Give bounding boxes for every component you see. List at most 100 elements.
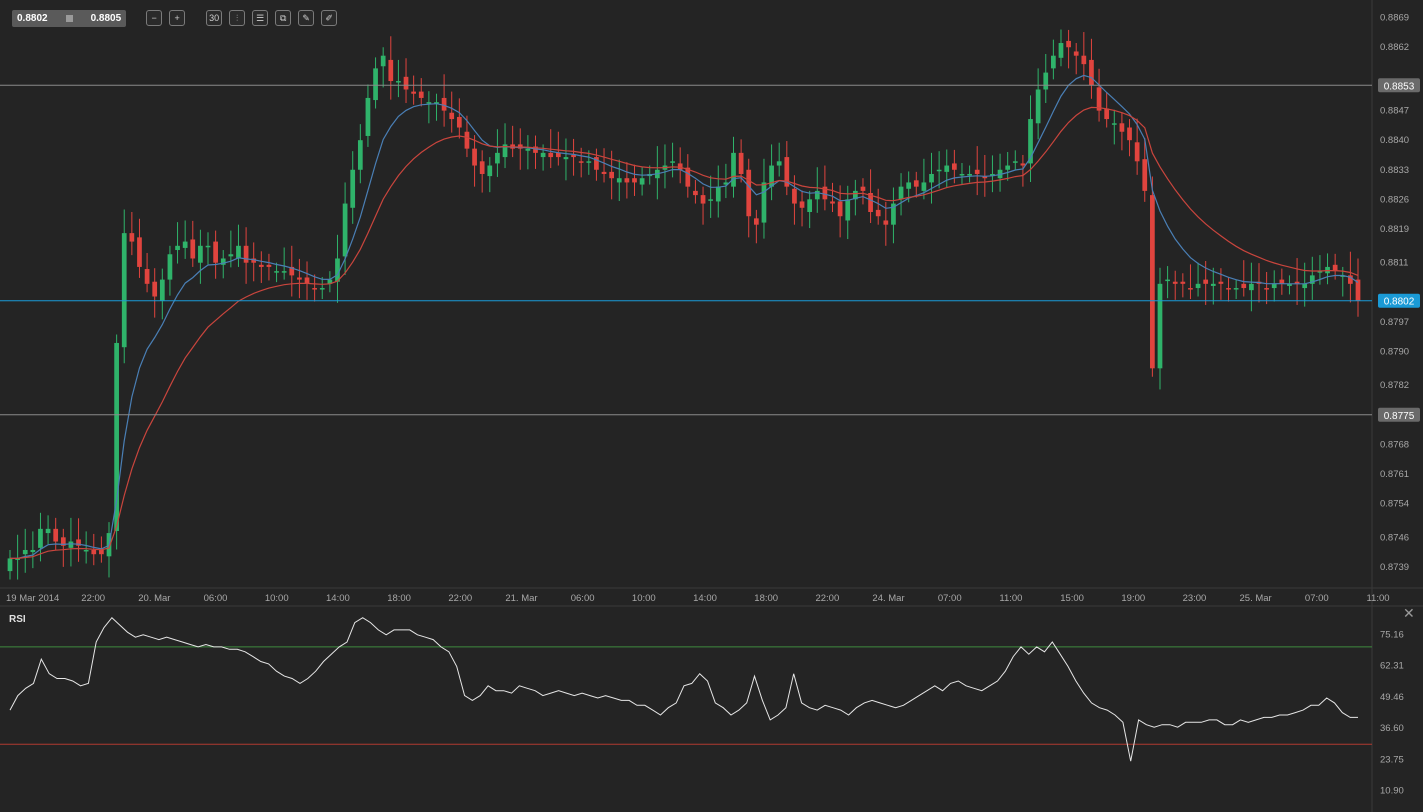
x-tick-label: 22:00 bbox=[448, 593, 472, 604]
candle-body bbox=[1332, 264, 1338, 272]
candle-body bbox=[91, 549, 97, 555]
candle-body bbox=[1035, 89, 1041, 124]
x-tick-label: 11:00 bbox=[1366, 593, 1389, 604]
candle-body bbox=[76, 539, 81, 546]
candle-body bbox=[502, 144, 508, 158]
zoom-in-icon[interactable]: + bbox=[169, 10, 186, 26]
candle-body bbox=[693, 190, 698, 196]
candle-body bbox=[944, 165, 950, 172]
candle-body bbox=[449, 112, 455, 120]
candle-body bbox=[1096, 87, 1102, 111]
x-tick-label: 19 Mar 2014 bbox=[6, 593, 59, 604]
candle-body bbox=[1172, 281, 1178, 284]
ask-price: 0.8805 bbox=[90, 12, 122, 24]
candle-body bbox=[121, 233, 127, 348]
candle-body bbox=[616, 178, 622, 183]
candle-body bbox=[1294, 281, 1300, 284]
candle-body bbox=[1348, 275, 1353, 284]
y-tick-label: 0.8754 bbox=[1380, 499, 1409, 510]
candle-body bbox=[814, 190, 820, 200]
candle-body bbox=[677, 163, 683, 170]
draw-icon[interactable]: ✐ bbox=[321, 10, 338, 26]
candle-body bbox=[335, 258, 340, 282]
candle-body bbox=[967, 173, 972, 176]
y-tick-label: 0.8826 bbox=[1380, 194, 1409, 205]
candle-body bbox=[1157, 283, 1163, 369]
candle-body bbox=[632, 178, 637, 183]
y-tick-label: 0.8746 bbox=[1380, 532, 1409, 543]
rsi-line bbox=[9, 616, 1358, 762]
candle-body bbox=[1058, 43, 1064, 58]
x-tick-label: 10:00 bbox=[632, 593, 656, 604]
price-quote[interactable]: 0.8802 0.8805 bbox=[12, 9, 127, 27]
candle-body bbox=[1287, 283, 1292, 286]
candle-body bbox=[769, 165, 774, 187]
candle-body bbox=[852, 190, 858, 200]
candle-body bbox=[1317, 271, 1323, 273]
candle-body bbox=[426, 102, 432, 104]
x-tick-label: 20. Mar bbox=[138, 593, 170, 604]
candle-bodies bbox=[7, 40, 1361, 572]
candle-body bbox=[1264, 288, 1269, 290]
candle-body bbox=[982, 176, 988, 179]
candle-body bbox=[906, 182, 912, 189]
y-tick-label: 0.8739 bbox=[1380, 562, 1409, 573]
x-tick-label: 06:00 bbox=[204, 593, 228, 604]
candle-body bbox=[22, 549, 28, 555]
candle-body bbox=[38, 528, 43, 548]
toolbar: 0.8802 0.8805 − +30 ⫶ ☰ ⧉ ✎ ✐ bbox=[12, 9, 338, 27]
candle-body bbox=[1355, 279, 1361, 301]
candle-body bbox=[1180, 281, 1186, 284]
candle-body bbox=[601, 171, 607, 174]
candle-body bbox=[533, 146, 538, 153]
candle-body bbox=[883, 220, 889, 225]
toolbar-buttons: − +30 ⫶ ☰ ⧉ ✎ ✐ bbox=[146, 10, 338, 26]
close-rsi-icon[interactable]: ✕ bbox=[1403, 605, 1415, 621]
y-tick-label: 0.8782 bbox=[1380, 380, 1409, 391]
candle-body bbox=[1066, 40, 1071, 48]
candle-body bbox=[182, 241, 188, 248]
candle-body bbox=[99, 549, 104, 555]
indicators-icon[interactable]: ☰ bbox=[252, 10, 269, 26]
candle-body bbox=[403, 76, 409, 90]
candle-body bbox=[1005, 165, 1011, 170]
candle-body bbox=[1073, 51, 1079, 56]
candle-body bbox=[152, 281, 158, 297]
time-axis: 19 Mar 2014 22:00 20. Mar 06:00 10:00 14:00 18… bbox=[6, 593, 1390, 604]
candle-body bbox=[578, 161, 584, 163]
candle-body bbox=[15, 558, 20, 560]
candle-body bbox=[1150, 195, 1155, 369]
candle-body bbox=[715, 186, 721, 202]
candle-body bbox=[1279, 279, 1285, 284]
rsi-tick-label: 36.60 bbox=[1380, 723, 1404, 734]
moving-averages bbox=[10, 74, 1359, 559]
price-levels: 0.8853 0.8802 0.8775 bbox=[0, 78, 1420, 422]
candle-body bbox=[365, 97, 371, 136]
candle-body bbox=[83, 549, 89, 552]
candle-body bbox=[822, 186, 828, 200]
candle-body bbox=[190, 239, 196, 259]
y-tick-label: 0.8761 bbox=[1380, 469, 1409, 480]
candle-body bbox=[1165, 279, 1170, 282]
candle-body bbox=[159, 279, 165, 301]
candle-body bbox=[1188, 288, 1193, 290]
candle-body bbox=[860, 186, 866, 191]
price-level-badge bbox=[1378, 293, 1420, 308]
candle-body bbox=[251, 258, 257, 263]
candle-body bbox=[1241, 283, 1247, 289]
candle-body bbox=[129, 233, 135, 242]
copy-icon[interactable]: ⧉ bbox=[275, 10, 292, 26]
zoom-out-icon[interactable]: − bbox=[146, 10, 163, 26]
candle-body bbox=[776, 161, 782, 166]
edit-icon[interactable]: ✎ bbox=[298, 10, 315, 26]
candle-body bbox=[1119, 123, 1125, 132]
candle-body bbox=[266, 264, 272, 267]
candle-body bbox=[198, 245, 203, 263]
candle-body bbox=[297, 277, 302, 280]
candle-body bbox=[952, 163, 957, 170]
timeframe-button[interactable]: 30 bbox=[206, 10, 223, 26]
candle-body bbox=[274, 271, 279, 273]
candle-body bbox=[1012, 161, 1018, 163]
x-tick-label: 21. Mar bbox=[505, 593, 537, 604]
chart-type-icon[interactable]: ⫶ bbox=[229, 10, 246, 26]
